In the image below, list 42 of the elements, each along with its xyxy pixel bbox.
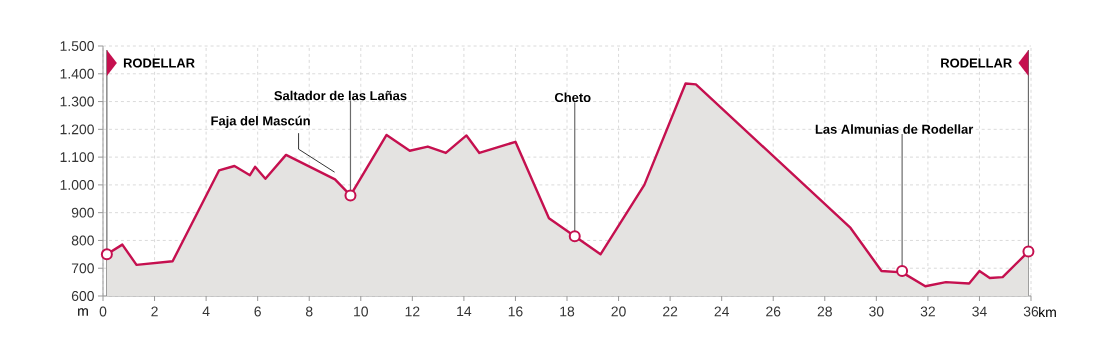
- x-tick-label: 6: [254, 306, 261, 317]
- y-tick-label: 1.500: [60, 41, 94, 51]
- x-tick-label: 36: [1023, 306, 1039, 317]
- y-tick-label: 600: [71, 291, 94, 301]
- ref-line-label: RODELLAR: [941, 58, 1012, 68]
- y-tick-label: 800: [71, 235, 94, 246]
- x-tick-label: 0: [99, 306, 107, 317]
- annotation: Cheto: [554, 92, 591, 103]
- y-axis-title: m: [78, 308, 88, 316]
- y-tick-label: 1.100: [60, 152, 94, 163]
- point: [568, 230, 581, 243]
- annotation: Las Almunias de Rodellar: [815, 124, 974, 134]
- point: [896, 265, 909, 277]
- x-tick-label: 30: [869, 306, 884, 317]
- x-tick-label: 34: [972, 306, 987, 317]
- x-tick-label: 12: [405, 306, 420, 317]
- x-tick-label: 14: [457, 306, 472, 317]
- point: [344, 189, 357, 202]
- x-tick-label: 20: [611, 306, 626, 317]
- annotation: Faja del Mascún: [211, 115, 310, 128]
- x-tick-label: 4: [202, 306, 210, 317]
- x-tick-label: 26: [766, 306, 781, 317]
- x-tick-label: 10: [354, 306, 368, 317]
- x-axis-title: km: [1039, 306, 1056, 318]
- ref-line-label: RODELLAR: [123, 58, 195, 68]
- y-tick-label: 1.000: [60, 179, 94, 190]
- y-tick-label: 700: [71, 263, 94, 274]
- y-tick-label: 1.300: [60, 96, 94, 107]
- x-tick-label: 24: [714, 306, 730, 317]
- point: [1022, 245, 1035, 258]
- point: [100, 248, 113, 261]
- x-tick-label: 22: [663, 306, 678, 317]
- x-tick-label: 18: [560, 306, 575, 317]
- x-tick-label: 8: [305, 306, 313, 317]
- y-tick-label: 900: [71, 207, 94, 218]
- x-tick-label: 16: [508, 306, 523, 317]
- x-tick-label: 28: [817, 306, 832, 317]
- y-tick-label: 1.400: [60, 68, 94, 79]
- x-tick-label: 2: [151, 306, 158, 317]
- x-tick-label: 32: [920, 306, 935, 317]
- y-tick-label: 1.200: [60, 124, 94, 135]
- annotation: Saltador de las Lañas: [274, 90, 407, 101]
